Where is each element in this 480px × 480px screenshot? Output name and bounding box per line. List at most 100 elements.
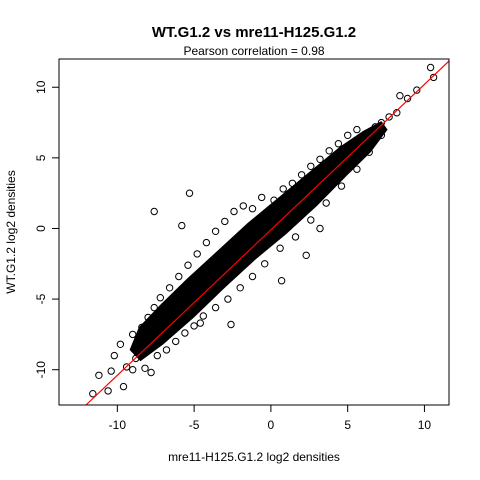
y-tick-label: 5 — [34, 154, 48, 161]
data-point — [211, 227, 220, 236]
data-point — [277, 277, 286, 285]
y-axis-label: WT.G1.2 log2 densities — [4, 170, 18, 293]
data-point — [344, 151, 352, 159]
chart-title: WT.G1.2 vs mre11-H125.G1.2 — [152, 24, 356, 41]
data-point — [144, 313, 152, 322]
data-point — [135, 343, 143, 351]
data-point — [302, 251, 310, 260]
data-point — [104, 387, 112, 395]
data-point — [110, 351, 119, 360]
data-point — [353, 165, 361, 173]
data-point — [181, 329, 189, 337]
reference-line — [85, 60, 450, 406]
data-point — [239, 202, 248, 210]
data-point — [396, 92, 404, 100]
data-point — [270, 196, 278, 204]
chart-subtitle: Pearson correlation = 0.98 — [183, 44, 324, 58]
data-point — [141, 364, 149, 372]
data-point — [297, 196, 306, 204]
plot-frame — [58, 58, 450, 406]
y-tick-label: 0 — [34, 225, 48, 232]
data-point — [377, 131, 386, 140]
data-point — [258, 193, 266, 202]
data-point — [221, 217, 229, 226]
data-point — [322, 199, 330, 207]
data-point — [344, 131, 352, 140]
data-point — [426, 63, 435, 72]
data-point — [371, 123, 379, 131]
x-tick-label: -5 — [189, 418, 200, 432]
data-point — [156, 294, 165, 302]
x-axis: -10 -5 0 5 10 — [109, 405, 432, 432]
data-point — [211, 303, 220, 312]
data-point — [178, 221, 186, 230]
data-point — [334, 140, 343, 148]
data-point — [147, 368, 155, 377]
y-axis: -10 -5 0 5 10 — [34, 80, 59, 378]
data-point — [184, 261, 192, 269]
data-point — [153, 351, 162, 360]
data-point — [248, 205, 257, 213]
data-point — [242, 247, 251, 255]
data-point — [122, 363, 131, 371]
scatter-points — [89, 63, 438, 398]
data-point — [230, 207, 238, 216]
data-point — [236, 284, 244, 292]
data-point — [172, 337, 180, 346]
data-point — [190, 322, 198, 330]
data-point — [129, 330, 137, 339]
data-point — [116, 340, 125, 348]
data-point — [187, 295, 195, 303]
data-point — [199, 312, 208, 320]
data-point — [261, 260, 269, 268]
data-point — [276, 244, 284, 252]
data-point — [202, 238, 211, 247]
y-tick-label: 10 — [34, 80, 48, 94]
y-tick-label: -10 — [34, 361, 48, 379]
data-point — [316, 155, 324, 164]
data-point — [138, 323, 146, 331]
x-axis-label: mre11-H125.G1.2 log2 densities — [168, 450, 340, 464]
data-point — [291, 233, 300, 241]
data-point — [185, 189, 194, 197]
data-point — [193, 250, 201, 258]
data-point — [227, 320, 235, 329]
data-point — [89, 390, 97, 398]
data-point — [196, 319, 205, 327]
x-tick-label: -10 — [109, 418, 127, 432]
x-tick-label: 0 — [268, 418, 275, 432]
data-point — [413, 86, 421, 94]
x-tick-label: 10 — [418, 418, 432, 432]
reference-line-group — [85, 60, 450, 406]
data-point — [205, 278, 214, 286]
data-point — [403, 94, 412, 103]
data-point — [337, 182, 346, 190]
data-point — [365, 148, 373, 156]
data-point — [129, 366, 137, 374]
data-point — [261, 230, 269, 238]
data-point — [307, 162, 315, 171]
data-point — [279, 213, 287, 221]
data-point — [429, 73, 438, 82]
data-point — [288, 179, 297, 188]
data-point — [165, 284, 174, 292]
data-point — [393, 109, 401, 117]
data-point — [224, 295, 232, 303]
data-point — [316, 224, 324, 233]
data-point — [168, 309, 177, 317]
data-point — [297, 171, 306, 179]
data-point — [162, 346, 171, 354]
data-point — [132, 354, 140, 363]
data-point — [119, 382, 128, 391]
data-point — [353, 125, 361, 134]
data-point — [175, 272, 183, 281]
data-point — [359, 137, 367, 145]
data-point — [325, 147, 333, 155]
data-point — [95, 371, 103, 379]
y-tick-label: -5 — [34, 293, 48, 304]
x-tick-label: 5 — [344, 418, 351, 432]
data-point — [248, 272, 257, 281]
data-point — [279, 185, 287, 193]
data-point — [150, 207, 158, 216]
